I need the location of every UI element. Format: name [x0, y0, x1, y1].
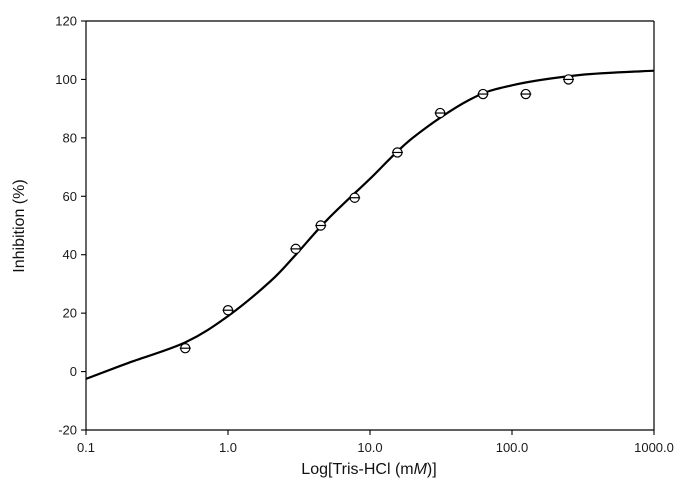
fit-curve: [85, 69, 655, 380]
y-tick-label: 100: [55, 72, 77, 87]
fit-curve-layer: [85, 69, 655, 380]
y-tick-label: 80: [63, 130, 77, 145]
data-point: [391, 147, 403, 158]
data-point: [290, 243, 302, 255]
data-point: [315, 220, 327, 231]
axes: [85, 20, 655, 431]
data-point: [434, 107, 446, 119]
ticks: -20 0 20 40 60 80 100 120 0.1 1.0 10.0 100.0 1000.0: [55, 14, 674, 456]
data-point: [222, 305, 234, 316]
y-axis-title: Inhibition (%): [11, 179, 28, 272]
data-point: [563, 74, 575, 85]
y-tick-label: 120: [55, 14, 77, 29]
y-tick-label: 0: [70, 364, 77, 379]
data-point: [520, 88, 532, 100]
x-axis-title: Log[Tris-HCl (mM)]: [301, 461, 436, 478]
data-points-layer: [179, 74, 575, 354]
x-tick-label: 0.1: [77, 440, 95, 455]
x-tick-label: 10.0: [357, 440, 382, 455]
data-point: [349, 192, 361, 203]
x-tick-label: 1000.0: [634, 440, 674, 455]
x-tick-label: 1.0: [219, 440, 237, 455]
y-tick-label: 20: [63, 306, 77, 321]
y-tick-label: 60: [63, 189, 77, 204]
y-tick-label: 40: [63, 247, 77, 262]
y-tick-label: -20: [58, 423, 77, 438]
data-point: [477, 88, 489, 100]
data-point: [179, 343, 191, 354]
x-tick-label: 100.0: [496, 440, 529, 455]
